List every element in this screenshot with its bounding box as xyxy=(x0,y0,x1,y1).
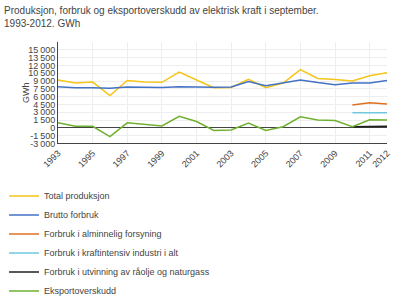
svg-text:13 500: 13 500 xyxy=(28,53,55,63)
svg-text:Total produksjon: Total produksjon xyxy=(44,191,110,201)
svg-text:0: 0 xyxy=(50,123,55,133)
svg-text:2001: 2001 xyxy=(180,148,201,169)
svg-text:1995: 1995 xyxy=(76,148,97,169)
svg-text:9 000: 9 000 xyxy=(33,76,55,86)
svg-text:Eksportoverskudd: Eksportoverskudd xyxy=(44,286,116,296)
svg-text:2003: 2003 xyxy=(215,148,236,169)
svg-text:2005: 2005 xyxy=(249,148,270,169)
svg-text:1997: 1997 xyxy=(111,148,132,169)
svg-text:1999: 1999 xyxy=(145,148,166,169)
svg-text:12 000: 12 000 xyxy=(28,61,55,71)
svg-text:2012: 2012 xyxy=(370,148,391,169)
svg-text:2011: 2011 xyxy=(354,148,375,169)
svg-text:2009: 2009 xyxy=(318,148,339,169)
svg-text:15 000: 15 000 xyxy=(28,45,55,55)
svg-text:2007: 2007 xyxy=(284,148,305,169)
svg-text:1993: 1993 xyxy=(41,148,62,169)
svg-text:GWh: GWh xyxy=(21,82,31,103)
svg-text:1 500: 1 500 xyxy=(33,115,55,125)
svg-text:3 000: 3 000 xyxy=(33,107,55,117)
svg-text:7 500: 7 500 xyxy=(33,84,55,94)
svg-text:Forbruk i kraftintensiv indust: Forbruk i kraftintensiv industri i alt xyxy=(44,248,179,258)
svg-text:Brutto forbruk: Brutto forbruk xyxy=(44,210,99,220)
svg-text:10 500: 10 500 xyxy=(28,68,55,78)
svg-text:6 000: 6 000 xyxy=(33,92,55,102)
svg-text:Forbruk i alminnelig forsyning: Forbruk i alminnelig forsyning xyxy=(44,229,162,239)
svg-text:Forbruk i utvinning av råolje: Forbruk i utvinning av råolje og naturga… xyxy=(44,267,210,277)
svg-text:Produksjon, forbruk og eksport: Produksjon, forbruk og eksportoverskudd … xyxy=(4,5,319,29)
svg-text:-1 500: -1 500 xyxy=(30,131,55,141)
svg-text:4 500: 4 500 xyxy=(33,100,55,110)
svg-text:-3 000: -3 000 xyxy=(30,139,55,149)
